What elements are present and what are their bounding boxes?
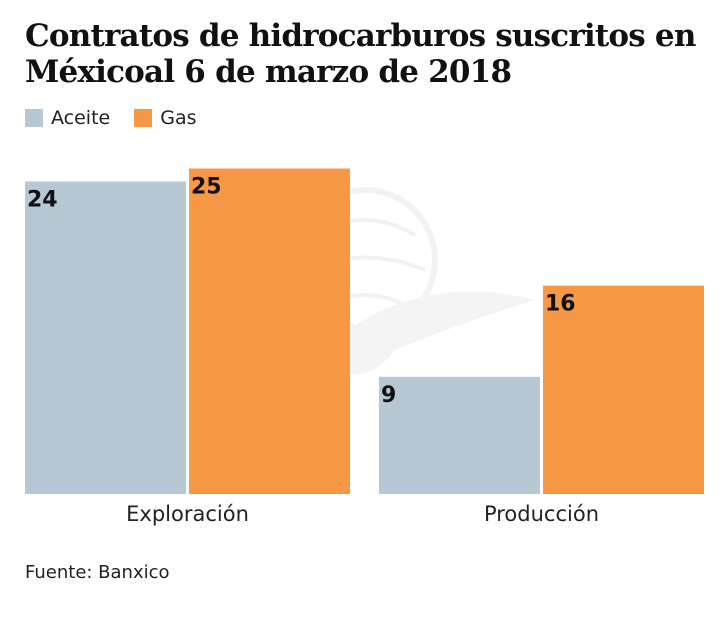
category-label-1: Producción bbox=[484, 502, 599, 526]
legend-item-gas: Gas bbox=[134, 107, 196, 129]
legend-swatch-aceite bbox=[25, 109, 43, 127]
bar-gas-1 bbox=[543, 285, 704, 494]
legend-label-aceite: Aceite bbox=[51, 107, 111, 129]
legend-swatch-gas bbox=[134, 109, 153, 127]
legend-item-aceite: Aceite bbox=[25, 107, 110, 129]
bar-aceite-0 bbox=[25, 181, 186, 494]
bar-aceite-1 bbox=[379, 376, 540, 494]
data-label-aceite-1: 9 bbox=[381, 383, 396, 408]
legend: Aceite Gas bbox=[25, 106, 220, 130]
bar-chart: 24 25 Exploración 9 16 Producción bbox=[25, 168, 704, 526]
category-label-0: Exploración bbox=[126, 502, 249, 526]
legend-label-gas: Gas bbox=[160, 107, 197, 129]
chart-title: Contratos de hidrocarburos suscritos en … bbox=[25, 18, 696, 90]
data-label-aceite-0: 24 bbox=[27, 188, 58, 213]
data-label-gas-1: 16 bbox=[545, 292, 576, 317]
bar-gas-0 bbox=[189, 168, 350, 494]
data-label-gas-0: 25 bbox=[191, 175, 222, 200]
source-note: Fuente: Banxico bbox=[25, 562, 170, 583]
